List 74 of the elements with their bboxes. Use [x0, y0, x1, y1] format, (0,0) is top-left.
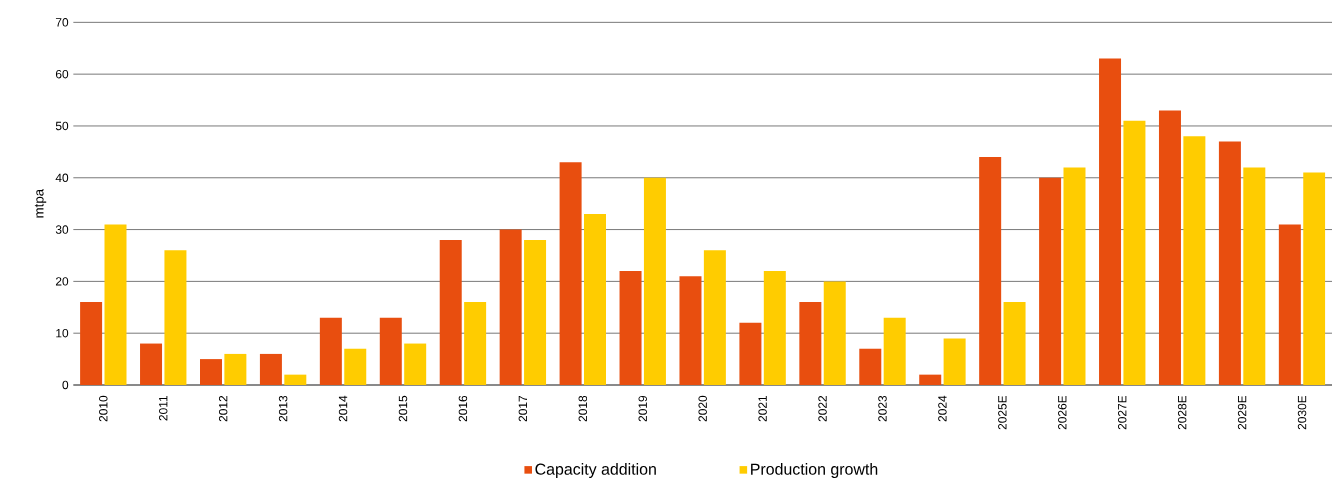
x-tick-label: 2012	[218, 395, 228, 422]
bar	[859, 348, 882, 385]
x-tick-label: 2026E	[1058, 395, 1067, 430]
bar	[1039, 177, 1062, 385]
bar	[464, 302, 487, 385]
x-tick-label: 2027E	[1117, 395, 1127, 430]
x-tick-label: 2023	[878, 395, 887, 422]
bar	[1099, 58, 1122, 385]
bar	[344, 348, 367, 385]
x-tick-label: 2022	[818, 395, 827, 422]
bar	[979, 157, 1002, 385]
bar	[703, 250, 726, 385]
x-tick-label: 2028E	[1177, 395, 1187, 430]
y-tick-label: 20	[55, 277, 69, 286]
bar	[739, 322, 762, 385]
bar	[883, 317, 906, 385]
legend-label: Capacity addition	[535, 463, 656, 478]
x-tick-label: 2011	[159, 395, 168, 421]
y-tick-label: 30	[55, 225, 69, 234]
bar	[104, 224, 127, 385]
bar	[1123, 120, 1146, 385]
x-tick-label: 2030E	[1297, 395, 1307, 430]
x-tick-label: 2014	[338, 395, 348, 422]
bar	[1303, 172, 1326, 385]
bar	[1278, 224, 1301, 385]
bar	[319, 317, 342, 385]
x-tick-label: 2013	[278, 395, 288, 422]
y-tick-label: 40	[55, 173, 69, 183]
x-tick-label: 2019	[638, 395, 647, 422]
bar	[943, 338, 966, 385]
bar	[1063, 167, 1086, 385]
x-tick-label: 2016	[458, 395, 468, 422]
x-tick-label: 2029E	[1237, 395, 1247, 430]
legend-label: Production growth	[751, 463, 878, 478]
y-tick-label: 70	[55, 18, 69, 27]
bar	[643, 177, 666, 385]
x-tick-label: 2020	[698, 395, 707, 422]
bar	[584, 214, 606, 385]
bar	[619, 271, 642, 385]
y-tick-label: 50	[55, 121, 69, 131]
x-tick-label: 2017	[518, 395, 528, 422]
bar	[404, 343, 427, 385]
x-tick-label: 2018	[578, 395, 588, 422]
x-tick-label: 2024	[938, 395, 947, 422]
bar	[164, 250, 187, 385]
bar	[524, 239, 547, 385]
y-tick-label: 0	[62, 380, 69, 390]
bar	[1183, 136, 1206, 385]
bar	[224, 353, 247, 385]
bar	[559, 162, 582, 385]
bar	[499, 229, 522, 385]
bar	[199, 359, 222, 385]
x-tick-label: 2021	[758, 395, 767, 422]
bar	[379, 317, 402, 385]
bar	[259, 353, 282, 385]
bar	[823, 281, 846, 385]
bar	[799, 302, 822, 385]
bar	[1243, 167, 1266, 385]
x-tick-label: 2010	[99, 395, 108, 422]
x-tick-label: 2015	[398, 395, 408, 422]
x-tick-label: 2025E	[998, 395, 1007, 430]
bar	[439, 239, 462, 385]
bar	[919, 374, 942, 385]
bar	[763, 271, 786, 385]
bar	[679, 276, 702, 385]
bar	[1003, 302, 1026, 385]
y-tick-label: 60	[55, 69, 69, 79]
bar	[80, 302, 103, 385]
bar	[140, 343, 163, 385]
y-axis-title: mtpa	[34, 188, 47, 218]
bar	[1158, 110, 1181, 385]
y-tick-label: 10	[56, 328, 69, 338]
bar	[1218, 141, 1241, 385]
bar	[284, 374, 307, 385]
